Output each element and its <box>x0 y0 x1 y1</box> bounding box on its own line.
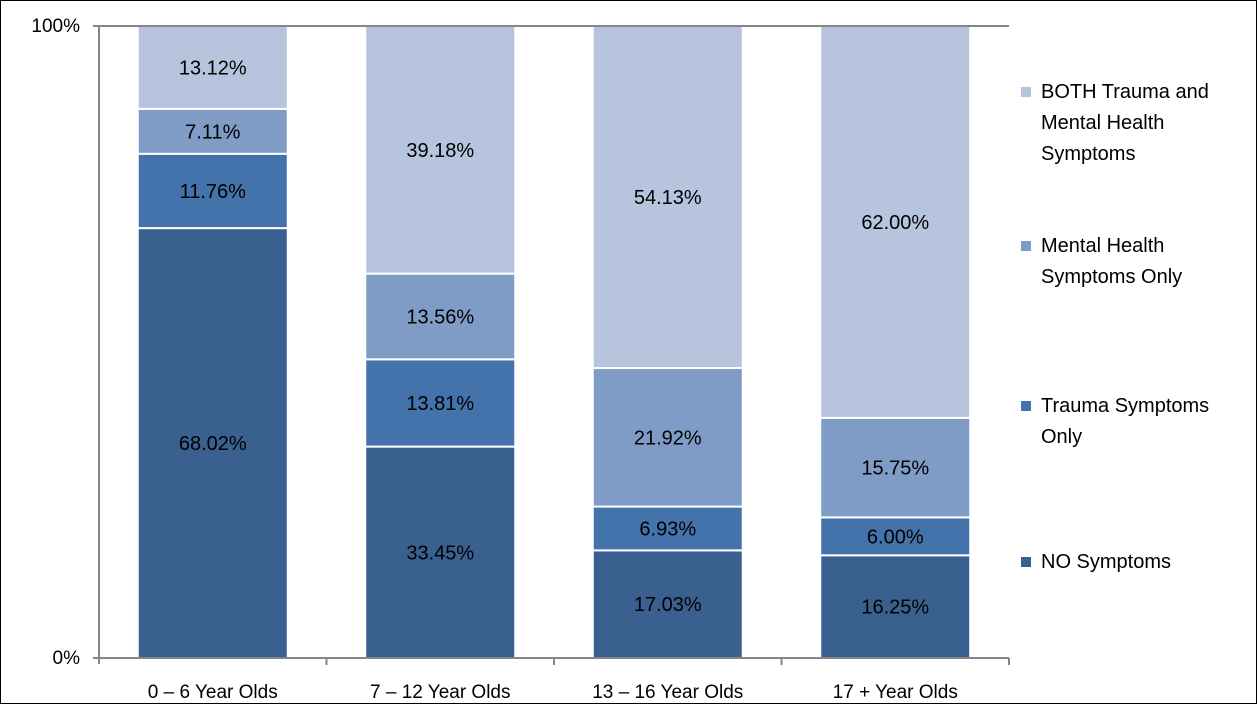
data-label-trauma-symptoms-only-1: 11.76% <box>180 181 247 203</box>
axes-group: 0% 100% 0 – 6 Year Olds 7 – 12 Year Olds 13 … <box>31 16 1010 703</box>
data-label-mental-health-symptoms-only-3: 21.92% <box>634 427 702 449</box>
x-tick-label-1: 0 – 6 Year Olds <box>148 682 278 703</box>
bar-segment-mental-health-symptoms-only-3 <box>591 367 744 508</box>
data-label-no-symptoms-3: 17.03% <box>634 594 702 616</box>
data-label-mental-health-symptoms-only-4: 15.75% <box>861 458 929 480</box>
data-label-no-symptoms-4: 16.25% <box>861 597 929 619</box>
legend-label-trauma-symptoms-only-line-1: Trauma Symptoms <box>1041 395 1209 417</box>
bar-segment-trauma-symptoms-only-1 <box>136 152 289 230</box>
legend-label-mental-health-symptoms-only-line-1: Mental Health <box>1041 235 1164 257</box>
bar-segment-no-symptoms-3 <box>591 549 744 660</box>
legend-label-both-trauma-and-mental-health-symptoms-line-3: Symptoms <box>1041 143 1135 165</box>
legend-label-mental-health-symptoms-only-line-2: Symptoms Only <box>1041 266 1182 288</box>
data-label-both-trauma-and-mental-health-symptoms-4: 62.00% <box>861 212 929 234</box>
bar-segment-trauma-symptoms-only-2 <box>364 358 517 448</box>
y-tick-label-hundred: 100% <box>31 16 80 37</box>
data-label-both-trauma-and-mental-health-symptoms-3: 54.13% <box>634 187 702 209</box>
legend-label-no-symptoms-line-1: NO Symptoms <box>1041 551 1171 573</box>
legend-swatch-trauma-symptoms-only <box>1021 401 1031 411</box>
x-tick-label-3: 13 – 16 Year Olds <box>592 682 743 703</box>
bar-segment-both-trauma-and-mental-health-symptoms-3 <box>591 24 744 370</box>
bars-group: 68.02% 11.76% 7.11% 13.12% 33.45% 13.81% 13.56… <box>136 24 972 660</box>
data-label-trauma-symptoms-only-4: 6.00% <box>867 526 924 548</box>
bar-segment-mental-health-symptoms-only-2 <box>364 272 517 361</box>
data-label-mental-health-symptoms-only-1: 7.11% <box>185 121 240 143</box>
bar-segment-mental-health-symptoms-only-4 <box>819 416 972 519</box>
bar-segment-both-trauma-and-mental-health-symptoms-2 <box>364 25 517 275</box>
data-label-mental-health-symptoms-only-2: 13.56% <box>406 306 474 328</box>
legend: BOTH Trauma and Mental Health Symptoms Ment… <box>1021 81 1209 573</box>
legend-label-trauma-symptoms-only-line-2: Only <box>1041 426 1082 448</box>
data-label-both-trauma-and-mental-health-symptoms-1: 13.12% <box>179 57 247 79</box>
legend-swatch-both-trauma-and-mental-health-symptoms <box>1021 87 1031 97</box>
data-label-no-symptoms-1: 68.02% <box>179 433 247 455</box>
data-label-both-trauma-and-mental-health-symptoms-2: 39.18% <box>406 140 474 162</box>
bar-segment-trauma-symptoms-only-4 <box>819 516 972 557</box>
legend-label-both-trauma-and-mental-health-symptoms-line-2: Mental Health <box>1041 112 1164 134</box>
legend-swatch-no-symptoms <box>1021 557 1031 567</box>
bar-segment-no-symptoms-4 <box>819 554 972 659</box>
data-label-trauma-symptoms-only-2: 13.81% <box>406 393 474 415</box>
y-tick-label-zero: 0% <box>53 648 81 669</box>
x-tick-label-2: 7 – 12 Year Olds <box>370 682 511 703</box>
legend-swatch-mental-health-symptoms-only <box>1021 241 1031 251</box>
legend-label-both-trauma-and-mental-health-symptoms-line-1: BOTH Trauma and <box>1041 81 1209 103</box>
bar-segment-both-trauma-and-mental-health-symptoms-1 <box>136 24 289 110</box>
data-label-trauma-symptoms-only-3: 6.93% <box>639 518 696 540</box>
bar-segment-trauma-symptoms-only-3 <box>591 505 744 552</box>
x-tick-label-4: 17 + Year Olds <box>833 682 958 703</box>
data-label-no-symptoms-2: 33.45% <box>406 542 474 564</box>
